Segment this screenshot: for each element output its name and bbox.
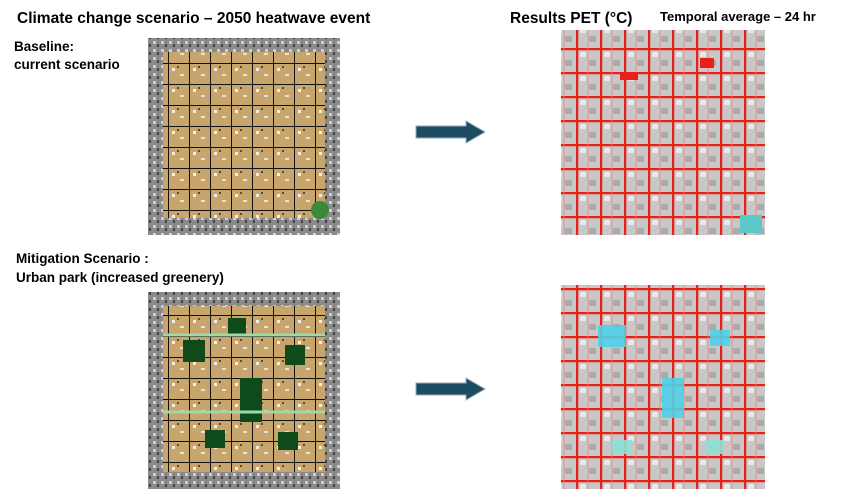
panel-label: Baseline: bbox=[14, 39, 74, 54]
results-title: Results PET (°C) bbox=[510, 10, 632, 27]
arrow bbox=[415, 120, 486, 144]
panel-label: Mitigation Scenario : bbox=[16, 251, 149, 266]
panel-label: current scenario bbox=[14, 57, 120, 72]
baseline-result bbox=[561, 30, 765, 235]
mitigation-map bbox=[148, 292, 340, 489]
results-subtitle: Temporal average – 24 hr bbox=[660, 9, 816, 24]
mitigation-result bbox=[561, 285, 765, 489]
panel-label: Urban park (increased greenery) bbox=[16, 270, 224, 285]
baseline-map bbox=[148, 38, 340, 235]
slide-title: Climate change scenario – 2050 heatwave … bbox=[17, 10, 370, 27]
arrow bbox=[415, 377, 486, 401]
